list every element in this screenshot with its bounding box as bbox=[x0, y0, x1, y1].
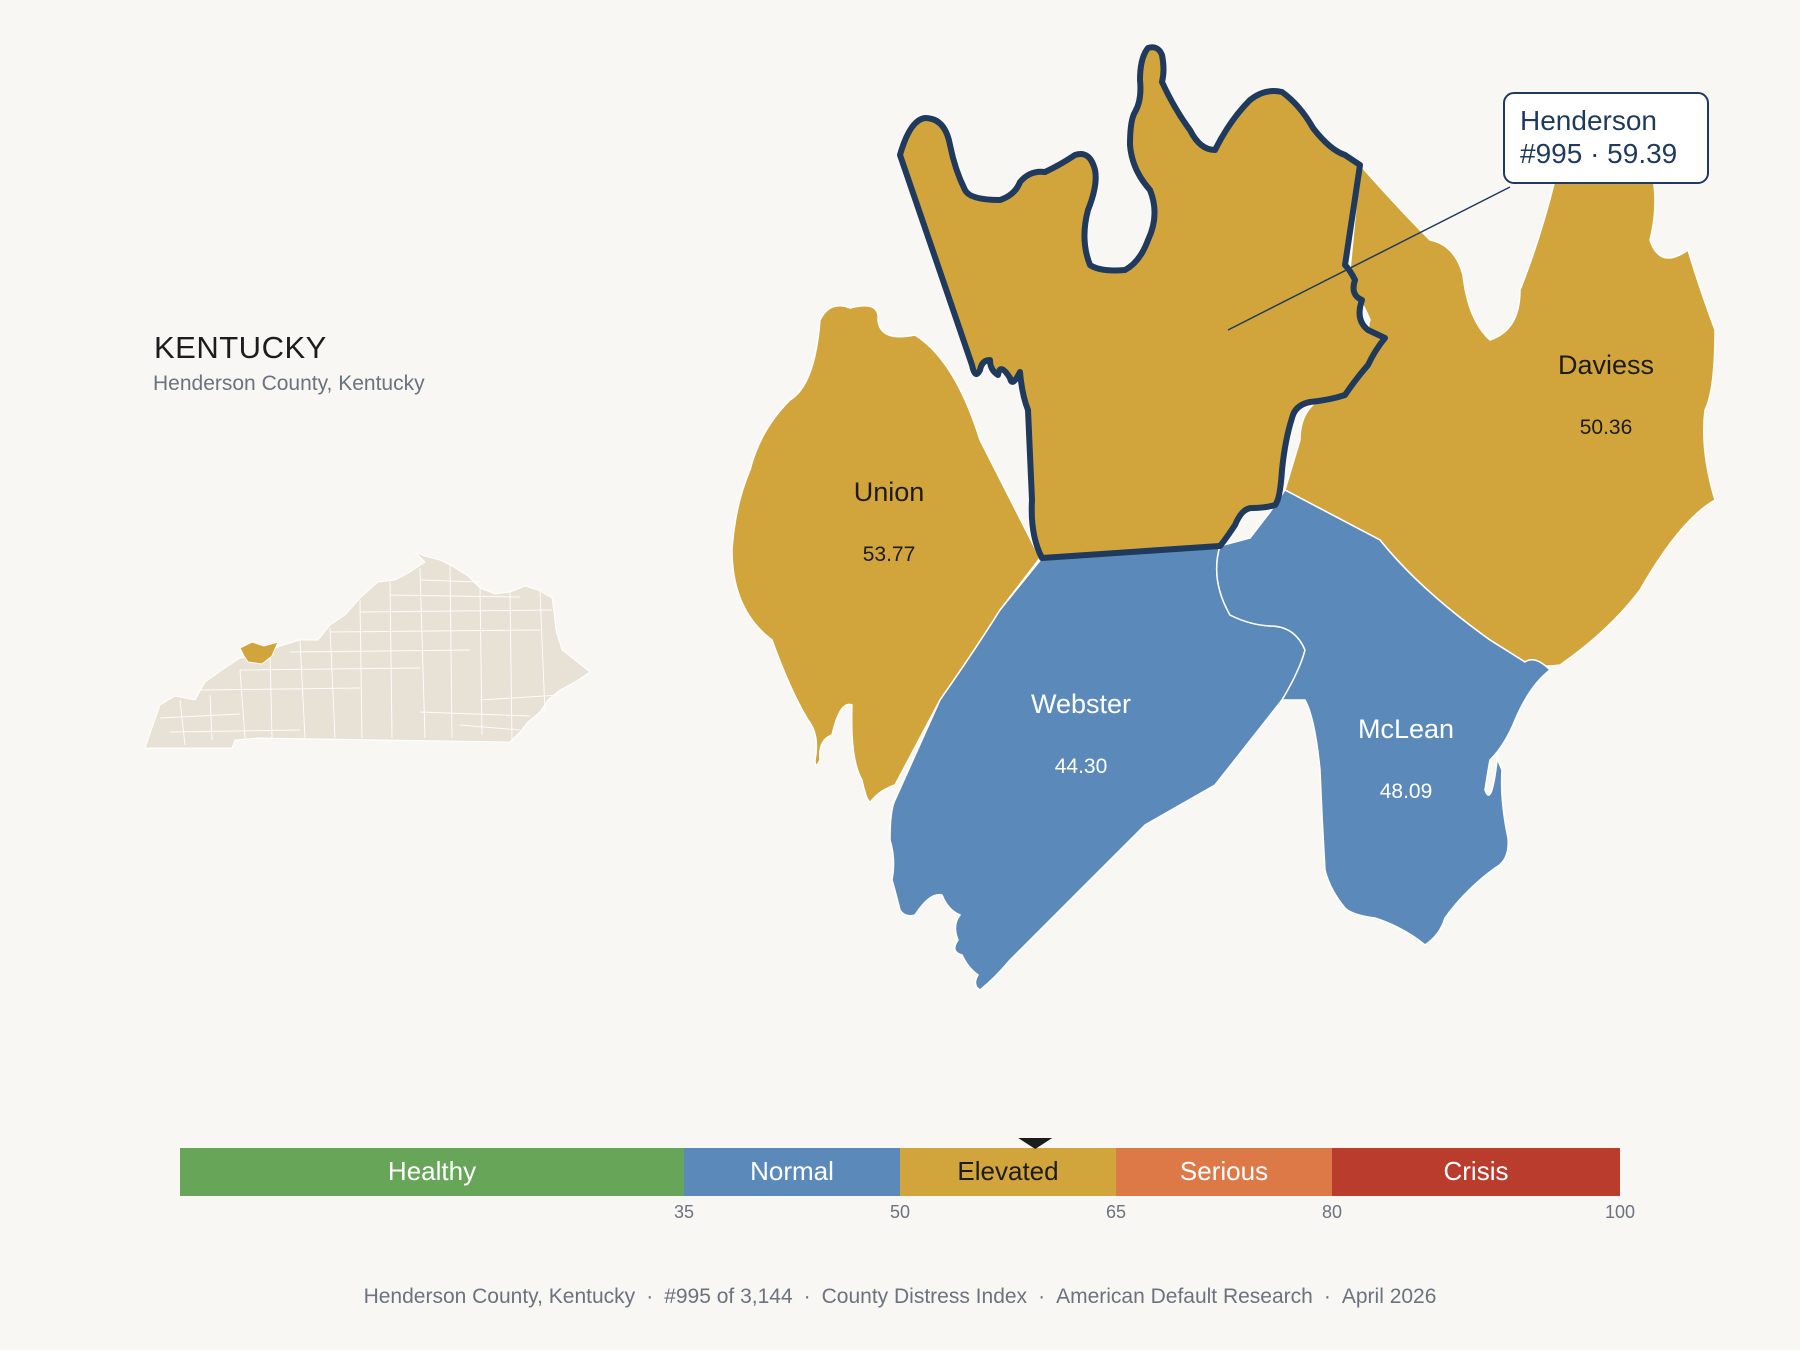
county-henderson bbox=[897, 44, 1388, 561]
label-daviess-name: Daviess bbox=[1558, 350, 1654, 380]
label-webster-name: Webster bbox=[1031, 689, 1131, 719]
footer-county: Henderson County, Kentucky bbox=[363, 1285, 636, 1308]
county-labels: Union 53.77 Daviess 50.36 Webster 44.30 … bbox=[854, 350, 1654, 803]
kentucky-state-shape bbox=[144, 551, 591, 749]
callout-name: Henderson bbox=[1520, 105, 1657, 136]
footer-rank: #995 of 3,144 bbox=[664, 1285, 793, 1308]
legend-tick-label: 35 bbox=[674, 1202, 694, 1222]
legend-band-healthy bbox=[180, 1148, 684, 1196]
callout-box bbox=[1503, 92, 1709, 184]
legend-band-normal bbox=[684, 1148, 900, 1196]
label-webster-score: 44.30 bbox=[1055, 755, 1108, 778]
footer-date: April 2026 bbox=[1341, 1285, 1437, 1308]
label-daviess-score: 50.36 bbox=[1580, 416, 1633, 439]
footer-source: American Default Research bbox=[1056, 1285, 1313, 1308]
footer-caption: Henderson County, Kentucky · #995 of 3,144… bbox=[363, 1285, 1437, 1308]
county-union bbox=[731, 305, 1041, 803]
legend-tick-label: 50 bbox=[890, 1202, 910, 1222]
county-mclean bbox=[1215, 489, 1552, 946]
callout-rank-score: #995 · 59.39 bbox=[1520, 138, 1677, 169]
kentucky-inset bbox=[144, 551, 591, 749]
legend-band-crisis bbox=[1332, 1148, 1620, 1196]
distress-scale-legend: Healthy Normal Elevated Serious Crisis 35 50 65… bbox=[180, 1138, 1635, 1222]
county-shapes bbox=[731, 44, 1716, 991]
footer-index: County Distress Index bbox=[821, 1285, 1028, 1308]
legend-tick-label: 65 bbox=[1106, 1202, 1126, 1222]
state-label: KENTUCKY bbox=[154, 330, 327, 365]
callout-leader bbox=[1227, 186, 1511, 331]
legend-score-marker bbox=[1018, 1138, 1053, 1149]
label-union-name: Union bbox=[854, 477, 925, 507]
legend-tick-label: 80 bbox=[1322, 1202, 1342, 1222]
legend-tick-label: 100 bbox=[1605, 1202, 1635, 1222]
legend-band-label: Crisis bbox=[1444, 1156, 1509, 1186]
label-mclean-name: McLean bbox=[1358, 714, 1454, 744]
legend-band-serious bbox=[1116, 1148, 1332, 1196]
callout: Henderson #995 · 59.39 bbox=[1227, 92, 1709, 331]
label-mclean-score: 48.09 bbox=[1380, 780, 1433, 803]
inset-henderson-highlight bbox=[239, 641, 279, 665]
legend-band-label: Serious bbox=[1180, 1156, 1268, 1186]
legend-band-elevated bbox=[900, 1148, 1116, 1196]
legend-band-label: Healthy bbox=[388, 1156, 476, 1186]
county-subtitle: Henderson County, Kentucky bbox=[153, 372, 425, 395]
inset-county-lines bbox=[159, 564, 561, 746]
legend-band-label: Elevated bbox=[957, 1156, 1058, 1186]
label-union-score: 53.77 bbox=[863, 543, 916, 566]
legend-band-label: Normal bbox=[750, 1156, 834, 1186]
